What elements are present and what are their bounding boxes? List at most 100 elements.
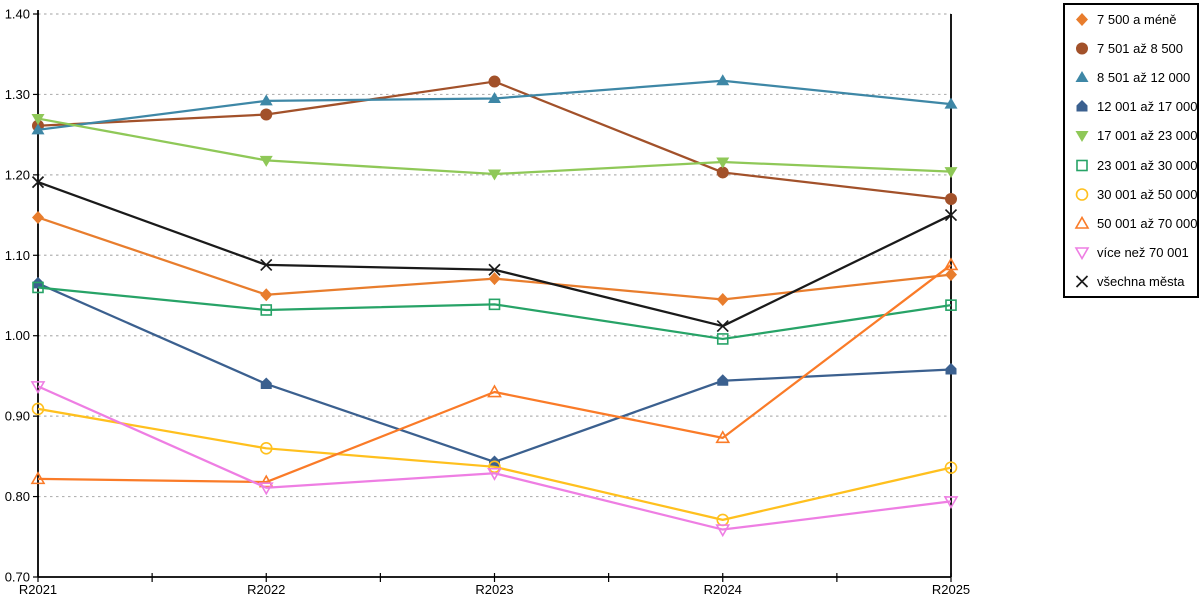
legend-item: 17 001 až 23 000 bbox=[1074, 128, 1198, 144]
data-point-marker bbox=[260, 304, 273, 316]
legend-marker-shape bbox=[1075, 131, 1089, 143]
data-point-marker bbox=[716, 157, 730, 169]
data-point-marker bbox=[258, 482, 274, 496]
legend-item-label: 23 001 až 30 000 bbox=[1097, 157, 1198, 173]
y-tick-label: 0.70 bbox=[5, 570, 30, 585]
data-point-marker bbox=[716, 333, 729, 345]
data-point-marker bbox=[944, 167, 958, 179]
data-point-marker bbox=[488, 298, 501, 311]
legend-marker-shape bbox=[1076, 13, 1088, 26]
legend-item-label: všechna města bbox=[1097, 273, 1185, 289]
x-tick-label: R2022 bbox=[247, 582, 285, 597]
legend-marker-shape bbox=[1074, 247, 1090, 260]
data-point-marker bbox=[259, 442, 273, 455]
triangle-down-legend-marker-icon bbox=[1075, 131, 1089, 143]
series-4 bbox=[31, 114, 958, 181]
legend-marker-shape bbox=[1074, 215, 1090, 229]
legend-marker-shape bbox=[1075, 275, 1089, 288]
legend-item-label: 8 501 až 12 000 bbox=[1097, 70, 1191, 86]
square-legend-marker-icon bbox=[1076, 159, 1088, 171]
gridlines: 0.70 0.80 0.90 1.00 1.10 1.20 1.30 1.40 bbox=[5, 7, 951, 585]
series-line bbox=[37, 79, 952, 131]
series-9 bbox=[31, 175, 958, 333]
data-point-marker bbox=[32, 210, 44, 224]
legend-item: 23 001 až 30 000 bbox=[1074, 157, 1198, 173]
data-point-marker bbox=[715, 430, 731, 444]
legend-marker-shape bbox=[1076, 100, 1088, 112]
series-line bbox=[37, 117, 952, 176]
y-tick-label: 0.90 bbox=[5, 409, 30, 424]
legend-item-label: více než 70 001 bbox=[1097, 244, 1189, 260]
legend: 7 500 a méně 7 501 až 8 500 8 501 až 12 00… bbox=[1063, 3, 1199, 298]
series-1 bbox=[32, 75, 957, 205]
x-cross-legend-marker-icon bbox=[1075, 275, 1089, 288]
triangle-up-legend-marker-icon bbox=[1074, 215, 1090, 229]
legend-item: 7 500 a méně bbox=[1074, 12, 1195, 27]
y-tick-label: 1.30 bbox=[5, 87, 30, 102]
y-tick-label: 1.20 bbox=[5, 167, 30, 182]
data-point-marker bbox=[944, 97, 958, 109]
series-line bbox=[37, 385, 952, 531]
data-point-marker bbox=[260, 108, 273, 121]
y-tick-label: 1.10 bbox=[5, 248, 30, 263]
data-point-marker bbox=[716, 74, 730, 86]
series-7 bbox=[30, 257, 959, 488]
legend-item-label: 7 500 a méně bbox=[1097, 12, 1177, 27]
data-point-marker bbox=[945, 192, 957, 205]
legend-item: 7 501 až 8 500 bbox=[1074, 41, 1195, 56]
data-point-marker bbox=[717, 374, 729, 386]
series-line bbox=[37, 216, 952, 301]
data-point-marker bbox=[944, 208, 958, 222]
triangle-up-legend-marker-icon bbox=[1075, 71, 1089, 83]
data-point-marker bbox=[259, 155, 273, 167]
x-tick-label: R2025 bbox=[932, 582, 970, 597]
data-point-marker bbox=[260, 258, 273, 272]
diamond-legend-marker-icon bbox=[1076, 13, 1088, 26]
data-point-marker bbox=[30, 471, 46, 485]
series-line bbox=[37, 282, 952, 464]
series-2 bbox=[31, 74, 958, 135]
legend-marker-shape bbox=[1075, 187, 1089, 201]
data-point-marker bbox=[31, 402, 45, 416]
legend-marker-shape bbox=[1075, 71, 1089, 83]
data-point-marker bbox=[31, 175, 45, 189]
x-tick-label: R2024 bbox=[704, 582, 742, 597]
data-point-marker bbox=[488, 75, 501, 88]
data-point-marker bbox=[31, 123, 45, 135]
series-line bbox=[37, 264, 952, 484]
legend-item-label: 17 001 až 23 000 bbox=[1097, 128, 1198, 144]
legend-marker-shape bbox=[1076, 42, 1088, 55]
data-point-marker bbox=[944, 461, 958, 474]
data-point-marker bbox=[945, 268, 957, 282]
series-line bbox=[37, 286, 952, 341]
y-tick-label: 1.00 bbox=[5, 328, 30, 343]
data-point-marker bbox=[488, 263, 501, 276]
data-point-marker bbox=[488, 169, 501, 181]
data-point-marker bbox=[259, 94, 273, 106]
data-point-marker bbox=[260, 377, 272, 389]
data-point-marker bbox=[716, 166, 729, 179]
series-0 bbox=[32, 210, 957, 307]
data-point-marker bbox=[943, 257, 959, 271]
data-point-marker bbox=[260, 288, 273, 302]
series-8 bbox=[30, 381, 959, 538]
legend-item: všechna města bbox=[1074, 274, 1195, 289]
series-line bbox=[37, 407, 952, 522]
x-tick-label: R2021 bbox=[19, 582, 57, 597]
legend-marker-shape bbox=[1076, 159, 1088, 171]
y-tick-label: 0.80 bbox=[5, 489, 30, 504]
series-5 bbox=[32, 281, 957, 345]
data-point-marker bbox=[30, 381, 46, 394]
legend-item-label: 7 501 až 8 500 bbox=[1097, 41, 1184, 57]
data-point-marker bbox=[715, 524, 731, 538]
legend-item-label: 12 001 až 17 000 bbox=[1097, 99, 1198, 115]
legend-item-label: 50 001 až 70 000 bbox=[1097, 215, 1198, 231]
y-tick-label: 1.40 bbox=[5, 7, 30, 22]
data-point-marker bbox=[945, 299, 957, 311]
data-point-marker bbox=[488, 272, 501, 286]
data-point-marker bbox=[487, 384, 502, 398]
data-point-marker bbox=[32, 281, 44, 294]
axes: R2021 R2022 R2023 R2024 R2025 bbox=[19, 10, 970, 597]
legend-item: 50 001 až 70 000 bbox=[1074, 215, 1198, 231]
